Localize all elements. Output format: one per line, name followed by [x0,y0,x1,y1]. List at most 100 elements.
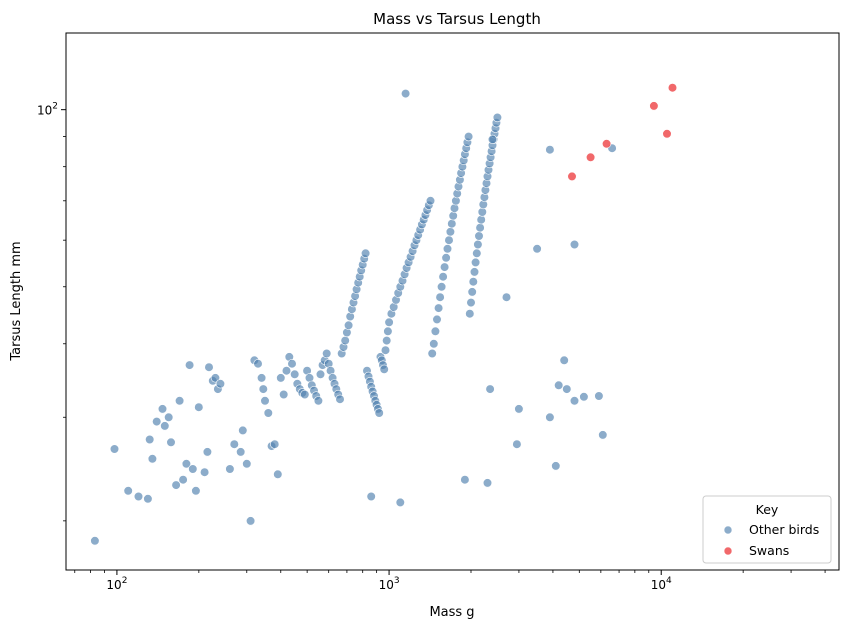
point-swans-0 [567,171,577,181]
point-other-birds-155 [469,267,480,277]
point-other-birds-179 [395,497,405,508]
legend-marker-other-birds [723,525,733,535]
point-other-birds-15 [181,459,191,469]
points-layer [90,83,678,546]
point-other-birds-139 [449,203,460,213]
point-other-birds-137 [447,219,457,229]
point-other-birds-24 [210,373,220,383]
point-other-birds-47 [290,369,300,379]
point-other-birds-133 [441,253,451,263]
point-other-birds-183 [512,439,522,449]
point-other-birds-178 [366,491,376,502]
point-other-birds-30 [238,425,248,436]
point-other-birds-2 [123,486,133,496]
point-other-birds-8 [160,421,170,431]
point-other-birds-27 [225,464,235,474]
x-axis-label: Mass g [429,605,474,620]
point-other-birds-6 [147,454,157,464]
point-other-birds-22 [204,362,214,372]
point-other-birds-42 [276,373,286,383]
point-other-birds-162 [477,207,487,217]
point-other-birds-153 [467,287,477,297]
point-other-birds-12 [171,480,181,490]
point-other-birds-20 [200,467,210,477]
point-other-birds-159 [474,231,484,241]
x-tick-label-2: 104 [651,576,672,592]
point-other-birds-10 [164,412,174,422]
point-other-birds-51 [300,389,310,400]
point-other-birds-94 [374,408,384,418]
point-other-birds-190 [569,396,580,406]
point-other-birds-198 [401,88,411,99]
point-other-birds-73 [344,320,354,330]
point-other-birds-84 [361,248,371,258]
point-other-birds-182 [485,384,495,394]
y-axis-label: Tarsus Length mm [9,241,24,361]
point-other-birds-135 [444,235,454,245]
point-other-birds-40 [270,439,280,449]
point-other-birds-46 [287,359,297,369]
point-other-birds-185 [545,412,555,422]
point-other-birds-4 [143,494,153,504]
point-other-birds-127 [432,314,442,325]
point-other-birds-99 [380,345,391,355]
y-axis: 102 [37,102,66,522]
point-other-birds-199 [487,134,498,144]
point-other-birds-197 [501,292,512,302]
point-other-birds-17 [188,464,198,474]
point-other-birds-43 [279,389,289,400]
point-other-birds-150 [464,132,474,142]
point-swans-3 [649,101,659,111]
point-other-birds-0 [90,536,100,546]
point-other-birds-21 [202,447,212,457]
point-other-birds-38 [263,408,273,418]
legend-box [702,495,832,564]
point-other-birds-5 [145,434,155,445]
point-other-birds-26 [215,379,225,389]
point-other-birds-32 [246,516,256,526]
point-other-birds-180 [460,475,470,485]
point-other-birds-68 [335,394,345,404]
point-other-birds-189 [562,384,572,394]
point-other-birds-152 [466,298,476,308]
point-other-birds-35 [257,373,267,383]
point-other-birds-101 [383,326,393,336]
point-other-birds-191 [579,392,589,402]
point-swans-5 [667,83,678,93]
point-other-birds-102 [384,317,394,327]
point-other-birds-37 [260,396,270,406]
x-tick-label-1: 103 [379,576,400,592]
point-other-birds-128 [434,303,444,313]
point-swans-4 [662,129,672,139]
legend-marker-swans [723,546,733,556]
point-other-birds-192 [594,391,604,401]
point-other-birds-193 [598,430,608,440]
point-other-birds-58 [315,369,326,379]
point-other-birds-9 [157,404,168,414]
point-other-birds-19 [194,402,204,412]
point-other-birds-196 [532,244,542,254]
point-other-birds-41 [273,469,283,479]
point-other-birds-136 [445,227,456,237]
y-tick-label-0: 102 [37,102,58,118]
legend-label-other-birds: Other birds [749,522,819,537]
point-other-birds-29 [236,447,246,457]
point-other-birds-124 [427,348,437,359]
point-other-birds-184 [514,404,524,414]
point-other-birds-200 [545,145,555,155]
point-other-birds-98 [379,364,389,374]
point-other-birds-131 [438,272,448,282]
point-other-birds-100 [382,336,392,346]
point-other-birds-36 [258,384,268,394]
legend: Key Other birds Swans [702,495,832,564]
point-other-birds-123 [425,196,436,206]
x-axis: 102 103 104 [74,570,826,592]
point-other-birds-125 [429,339,439,349]
point-other-birds-57 [313,396,324,406]
legend-label-swans: Swans [749,543,789,558]
point-other-birds-161 [476,215,486,225]
point-other-birds-134 [442,244,453,254]
point-other-birds-186 [551,461,561,471]
point-other-birds-138 [448,211,458,221]
